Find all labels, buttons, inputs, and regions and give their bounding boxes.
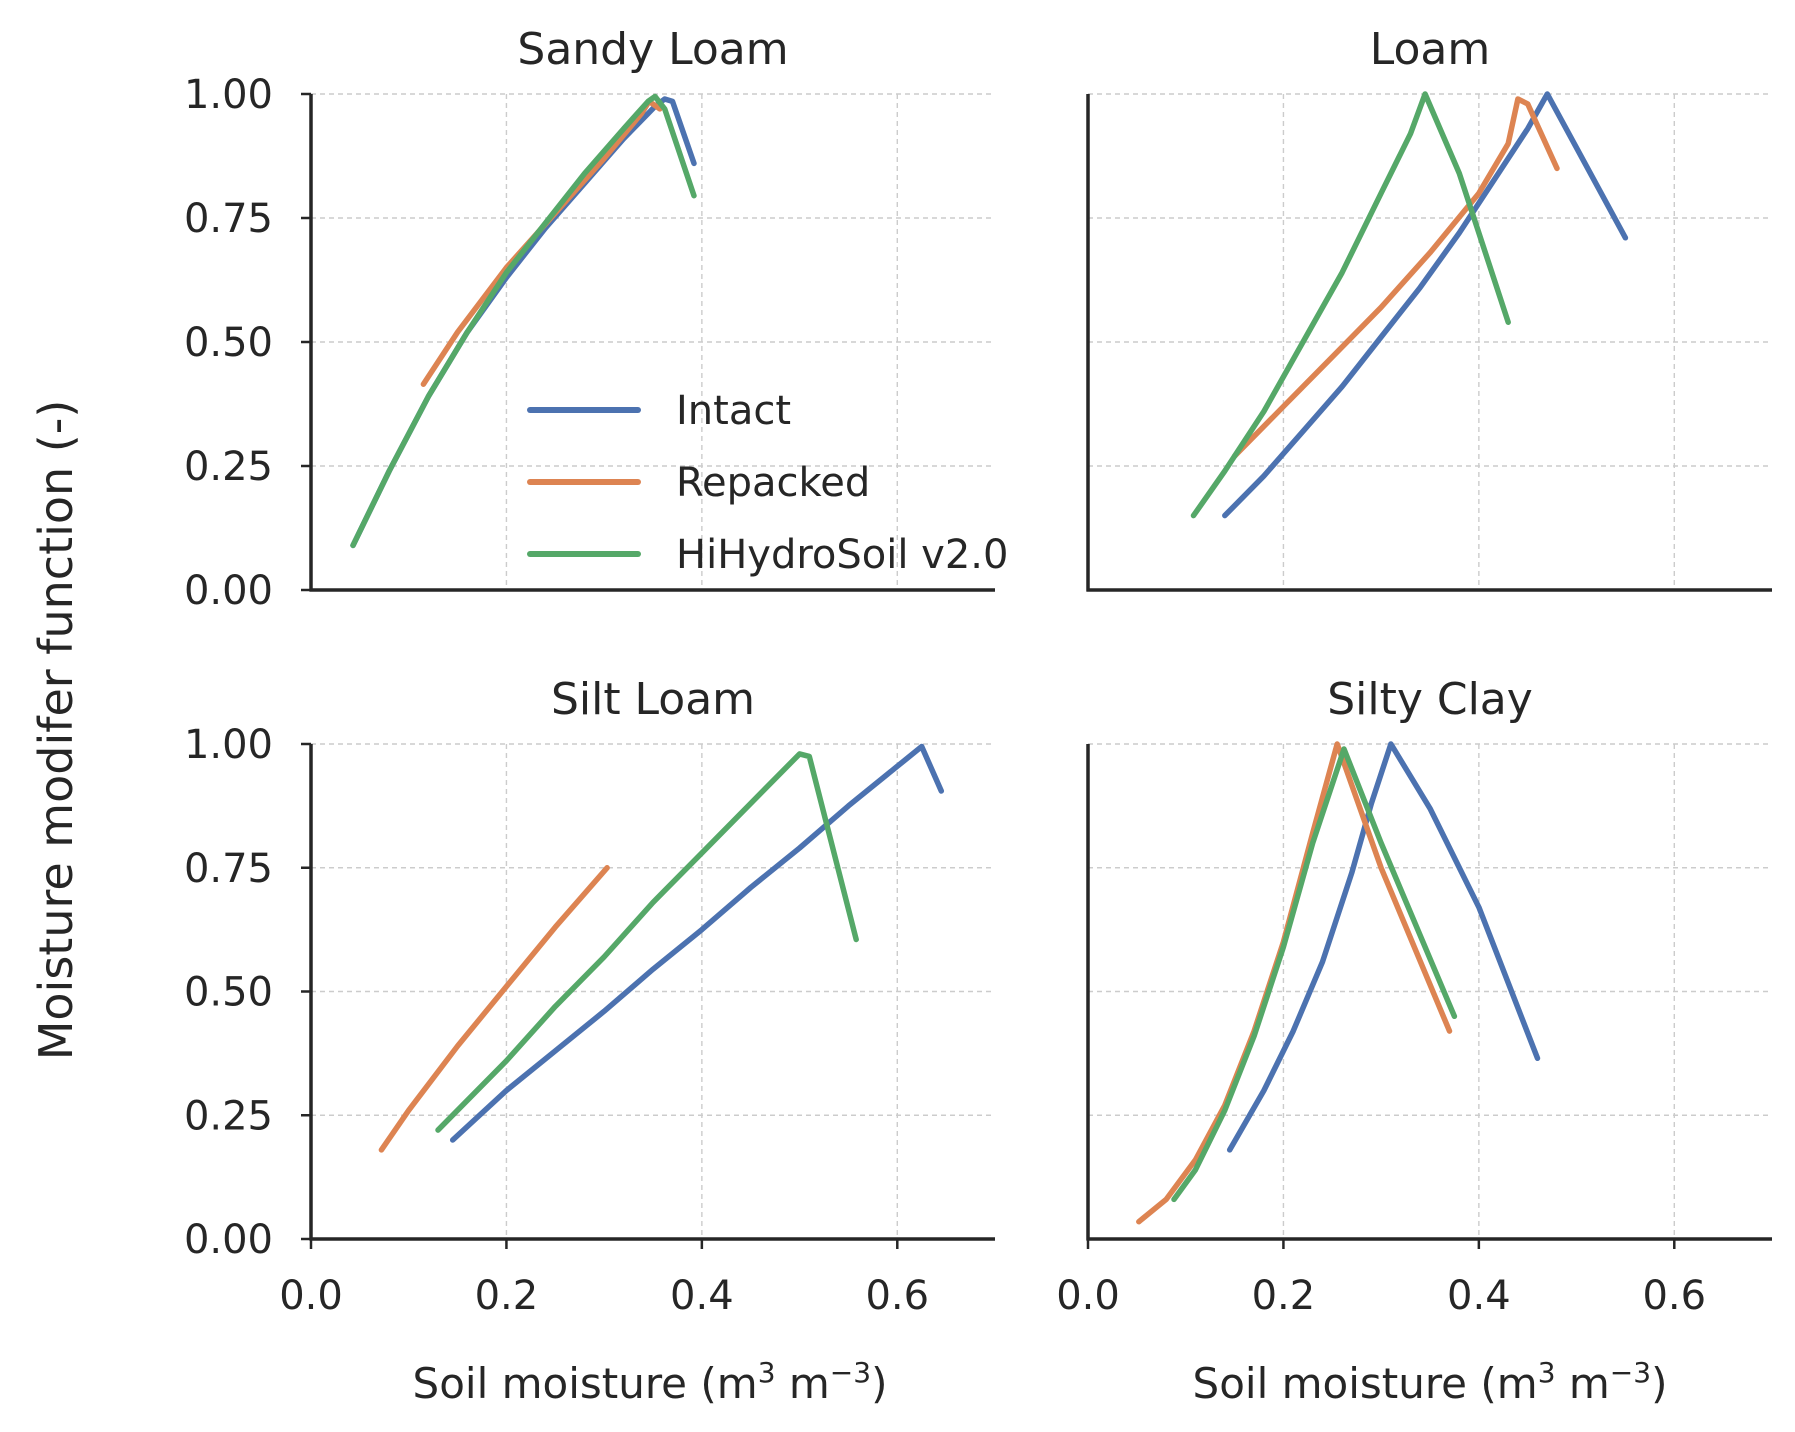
series-line-loam-intact <box>1222 91 1629 519</box>
panel-silty-clay: 0.0 0.2 0.4 0.6 Silty Clay <box>1056 674 1772 1319</box>
panel-title-sandy-loam: Sandy Loam <box>517 24 788 75</box>
x-tick-label-silt-loam-1: 0.2 <box>475 1273 539 1319</box>
y-tick-label-sandy-loam-3: 0.75 <box>184 196 273 242</box>
shared-y-axis-label: Moisture modifer function (-) <box>29 400 83 1061</box>
panel-title-silt-loam: Silt Loam <box>551 674 755 725</box>
panel-loam: Loam <box>1086 24 1772 592</box>
y-tick-label-sandy-loam-0: 0.00 <box>184 568 273 614</box>
series-line-silty-clay-intact <box>1226 741 1541 1153</box>
panel-silt-loam: 0.00 0.25 0.50 0.75 1.00 0.0 0.2 0.4 0.6 Silt Loa… <box>184 674 995 1319</box>
series-line-sandy-loam-hihydrosoil-v2-0 <box>350 93 697 549</box>
x-axis-label-left: Soil moisture (m3 m−3) <box>413 1356 888 1408</box>
x-tick-label-silt-loam-2: 0.4 <box>670 1273 734 1319</box>
series-line-loam-hihydrosoil-v2-0 <box>1190 91 1511 519</box>
panel-sandy-loam: 0.00 0.25 0.50 0.75 1.00 Sandy Loam <box>184 24 995 614</box>
series-line-loam-repacked <box>1231 96 1560 459</box>
panel-title-silty-clay: Silty Clay <box>1327 674 1533 725</box>
y-tick-label-sandy-loam-1: 0.25 <box>184 444 273 490</box>
series-line-silty-clay-hihydrosoil-v2-0 <box>1171 746 1458 1203</box>
x-tick-label-silt-loam-0: 0.0 <box>279 1273 343 1319</box>
series-line-silty-clay-repacked <box>1136 741 1453 1225</box>
series-line-silt-loam-intact <box>449 743 945 1143</box>
y-tick-label-silt-loam-0: 0.00 <box>184 1217 273 1263</box>
x-tick-label-silty-clay-0: 0.0 <box>1056 1273 1120 1319</box>
x-tick-label-silty-clay-2: 0.4 <box>1447 1273 1511 1319</box>
legend-label-intact: Intact <box>676 388 791 434</box>
series-line-sandy-loam-intact <box>350 96 697 549</box>
x-tick-label-silty-clay-3: 0.6 <box>1642 1273 1706 1319</box>
y-tick-label-silt-loam-1: 0.25 <box>184 1093 273 1139</box>
series-line-silt-loam-hihydrosoil-v2-0 <box>435 751 859 1133</box>
legend-label-repacked: Repacked <box>676 460 870 506</box>
x-axis-label-right: Soil moisture (m3 m−3) <box>1193 1356 1668 1408</box>
y-tick-label-silt-loam-2: 0.50 <box>184 970 273 1016</box>
series-line-silt-loam-repacked <box>378 865 610 1153</box>
legend: Intact Repacked HiHydroSoil v2.0 <box>527 388 1008 578</box>
y-tick-label-sandy-loam-2: 0.50 <box>184 320 273 366</box>
legend-label-hihydrosoil: HiHydroSoil v2.0 <box>676 532 1008 578</box>
panel-title-loam: Loam <box>1370 24 1490 75</box>
y-tick-label-silt-loam-3: 0.75 <box>184 846 273 892</box>
y-tick-label-sandy-loam-4: 1.00 <box>184 72 273 118</box>
y-tick-label-silt-loam-4: 1.00 <box>184 722 273 768</box>
x-tick-label-silt-loam-3: 0.6 <box>865 1273 929 1319</box>
x-tick-label-silty-clay-1: 0.2 <box>1252 1273 1316 1319</box>
